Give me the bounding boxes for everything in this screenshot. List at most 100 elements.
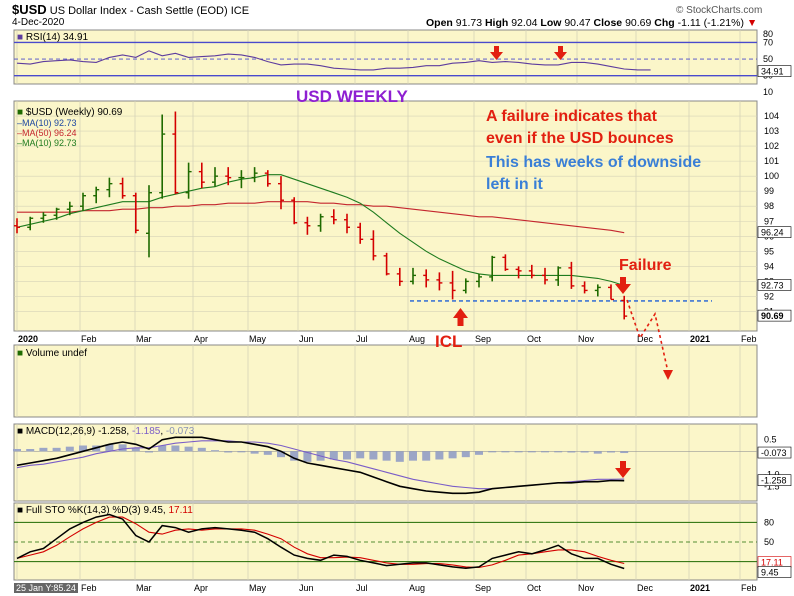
- ma10b-legend: –MA(10) 92.73: [17, 138, 77, 148]
- downside-note-line2: left in it: [486, 176, 544, 193]
- macd-legend-sep: ,: [160, 426, 166, 437]
- ma10b-legend-text: MA(10) 92.73: [22, 138, 77, 148]
- macd-hist-bar: [250, 451, 259, 454]
- open-value: 91.73: [455, 17, 483, 29]
- open-label: Open: [426, 17, 453, 29]
- macd-hist-bar: [171, 445, 180, 452]
- macd-hist-bar: [290, 451, 299, 461]
- ma10-legend-text: MA(10) 92.73: [22, 118, 77, 128]
- price-tick-label: 97: [764, 216, 774, 226]
- macd-tick-label: 0.5: [764, 435, 777, 445]
- rsi-arrow-2-icon: [554, 46, 567, 60]
- x-tick-label-bottom: Oct: [527, 583, 542, 593]
- sto-legend-square: ■: [17, 505, 23, 516]
- macd-legend: ■ MACD(12,26,9) -1.258, -1.185, -0.073: [17, 426, 195, 437]
- x-tick-label-bottom: Nov: [578, 583, 595, 593]
- header-date: 4-Dec-2020: [12, 17, 65, 28]
- x-tick-label: Feb: [741, 334, 757, 344]
- macd-hist-bar: [237, 451, 246, 453]
- price-tick-label: 95: [764, 246, 774, 256]
- x-tick-label: 2020: [18, 334, 38, 344]
- price-legend-symbol: ■ $USD (Weekly) 90.69: [17, 107, 123, 118]
- macd-hist-bar: [277, 451, 285, 458]
- sto-k-line: [16, 513, 625, 570]
- header-symbol-line: $USD US Dollar Index - Cash Settle (EOD)…: [12, 2, 249, 17]
- bottom-date-tooltip: 25 Jan Y:85.24: [14, 583, 78, 593]
- macd-hist-bar: [131, 447, 140, 452]
- macd-value-label: -0.073: [761, 448, 787, 458]
- rsi-tick-label: 10: [763, 87, 773, 97]
- price-legend-text: $USD (Weekly) 90.69: [26, 107, 123, 118]
- macd-hist-bar: [488, 451, 497, 453]
- x-tick-label-bottom: Mar: [136, 583, 152, 593]
- ma10-legend-dash: –: [17, 118, 22, 128]
- x-tick-label-bottom: Feb: [741, 583, 757, 593]
- price-tick-label: 99: [764, 186, 774, 196]
- macd-hist-bar: [145, 451, 153, 453]
- price-value-label: 96.24: [761, 228, 784, 238]
- high-value: 92.04: [511, 17, 538, 29]
- icl-label: ICL: [435, 332, 462, 351]
- rsi-legend-text: RSI(14) 34.91: [26, 32, 89, 43]
- rsi-legend: ■ RSI(14) 34.91: [17, 32, 89, 43]
- symbol-name: US Dollar Index - Cash Settle (EOD): [49, 5, 228, 17]
- macd-value-box: [757, 446, 792, 459]
- ma10-line: [16, 174, 625, 287]
- sto-value-label: 9.45: [761, 568, 779, 578]
- ma50-legend: –MA(50) 96.24: [17, 128, 77, 138]
- chg-down-arrow-icon: ▼: [746, 17, 758, 29]
- macd-hist-bar: [356, 451, 365, 459]
- projection-path-icon: [626, 299, 673, 380]
- low-value: 90.47: [564, 17, 591, 29]
- macd-arrow-icon: [615, 461, 631, 478]
- x-tick-label: May: [249, 334, 267, 344]
- x-tick-label: Jul: [356, 334, 368, 344]
- x-tick-label-bottom: Sep: [475, 583, 491, 593]
- high-label: High: [484, 17, 509, 29]
- x-tick-label: Nov: [578, 334, 595, 344]
- macd-hist-bar: [343, 451, 351, 460]
- macd-hist-bar: [409, 451, 417, 461]
- price-tick-label: 104: [764, 111, 779, 121]
- x-tick-label-bottom: Apr: [194, 583, 208, 593]
- macd-legend-signal: -1.185: [132, 426, 161, 437]
- x-tick-label: Feb: [81, 334, 97, 344]
- low-label: Low: [540, 17, 562, 29]
- sto-value-label: 17.11: [761, 558, 783, 568]
- macd-hist-bar: [13, 449, 21, 452]
- exchange: ICE: [230, 5, 250, 17]
- chg-value: -1.11 (-1.21%): [677, 17, 744, 29]
- sto-legend-prefix: Full STO %K(14,3) %D(3) 9.45,: [26, 505, 166, 516]
- price-value-box: [757, 279, 792, 291]
- failure-note-line1: A failure indicates that: [486, 108, 658, 125]
- price-tick-label: 92: [764, 291, 774, 301]
- sto-legend-d: 17.11: [168, 505, 193, 516]
- macd-hist-bar: [382, 451, 391, 461]
- macd-hist-bar: [79, 445, 87, 452]
- macd-hist-bar: [395, 451, 404, 462]
- price-value-label: 90.69: [761, 311, 784, 321]
- x-tick-label: Dec: [637, 334, 654, 344]
- macd-line: [16, 436, 625, 495]
- macd-hist-bar: [39, 447, 48, 452]
- macd-tick-label: -1.5: [764, 481, 780, 491]
- x-tick-label: Jun: [299, 334, 314, 344]
- macd-hist-bar: [580, 451, 589, 453]
- macd-hist-bar: [65, 446, 74, 452]
- x-tick-label: 2021: [690, 334, 710, 344]
- price-tick-label: 94: [764, 261, 774, 271]
- x-tick-label: Aug: [409, 334, 425, 344]
- header-watermark: © StockCharts.com: [676, 5, 763, 16]
- ma10-legend: –MA(10) 92.73: [17, 118, 77, 128]
- downside-note-line1: This has weeks of downside: [486, 154, 701, 171]
- x-tick-label: Sep: [475, 334, 491, 344]
- macd-hist-bar: [607, 451, 615, 453]
- macd-hist-bar: [158, 445, 167, 452]
- macd-hist-bar: [105, 444, 114, 452]
- macd-hist-bar: [52, 447, 61, 452]
- rsi-tick-label: 80: [763, 29, 773, 39]
- macd-hist-bar: [224, 451, 233, 453]
- close-value: 90.69: [625, 17, 652, 29]
